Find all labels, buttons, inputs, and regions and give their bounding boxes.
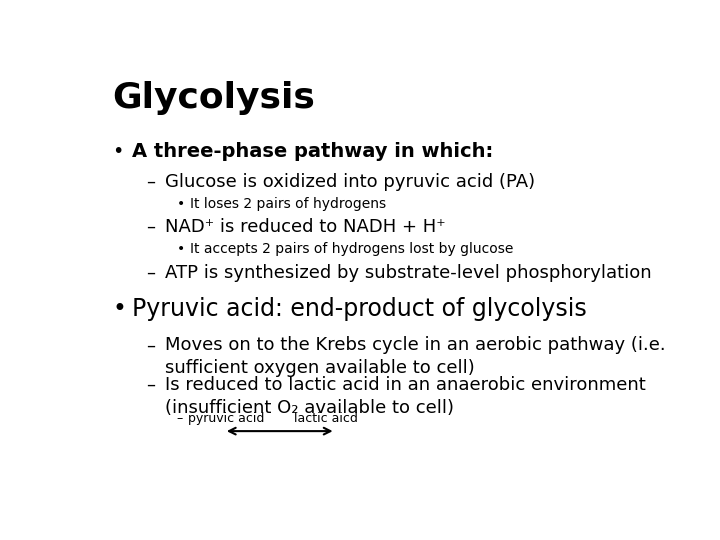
Text: •: •	[112, 297, 126, 321]
Text: Glucose is oxidized into pyruvic acid (PA): Glucose is oxidized into pyruvic acid (P…	[166, 173, 536, 191]
Text: Glycolysis: Glycolysis	[112, 82, 315, 116]
Text: –: –	[176, 413, 183, 426]
Text: •: •	[176, 197, 185, 211]
Text: NAD⁺ is reduced to NADH + H⁺: NAD⁺ is reduced to NADH + H⁺	[166, 218, 446, 236]
Text: •: •	[112, 141, 124, 161]
Text: ATP is synthesized by substrate-level phosphorylation: ATP is synthesized by substrate-level ph…	[166, 264, 652, 281]
Text: •: •	[176, 242, 185, 256]
Text: Is reduced to lactic acid in an anaerobic environment
(insufficient O₂ available: Is reduced to lactic acid in an anaerobi…	[166, 376, 646, 417]
Text: –: –	[145, 336, 155, 354]
Text: –: –	[145, 218, 155, 236]
Text: lactic aicd: lactic aicd	[294, 413, 358, 426]
Text: Moves on to the Krebs cycle in an aerobic pathway (i.e.
sufficient oxygen availa: Moves on to the Krebs cycle in an aerobi…	[166, 336, 666, 377]
Text: –: –	[145, 376, 155, 394]
Text: –: –	[145, 264, 155, 281]
Text: –: –	[145, 173, 155, 191]
Text: It loses 2 pairs of hydrogens: It loses 2 pairs of hydrogens	[190, 197, 387, 211]
Text: It accepts 2 pairs of hydrogens lost by glucose: It accepts 2 pairs of hydrogens lost by …	[190, 242, 514, 256]
Text: A three-phase pathway in which:: A three-phase pathway in which:	[132, 141, 493, 161]
Text: Pyruvic acid: end-product of glycolysis: Pyruvic acid: end-product of glycolysis	[132, 297, 587, 321]
Text: pyruvic acid: pyruvic acid	[188, 413, 264, 426]
